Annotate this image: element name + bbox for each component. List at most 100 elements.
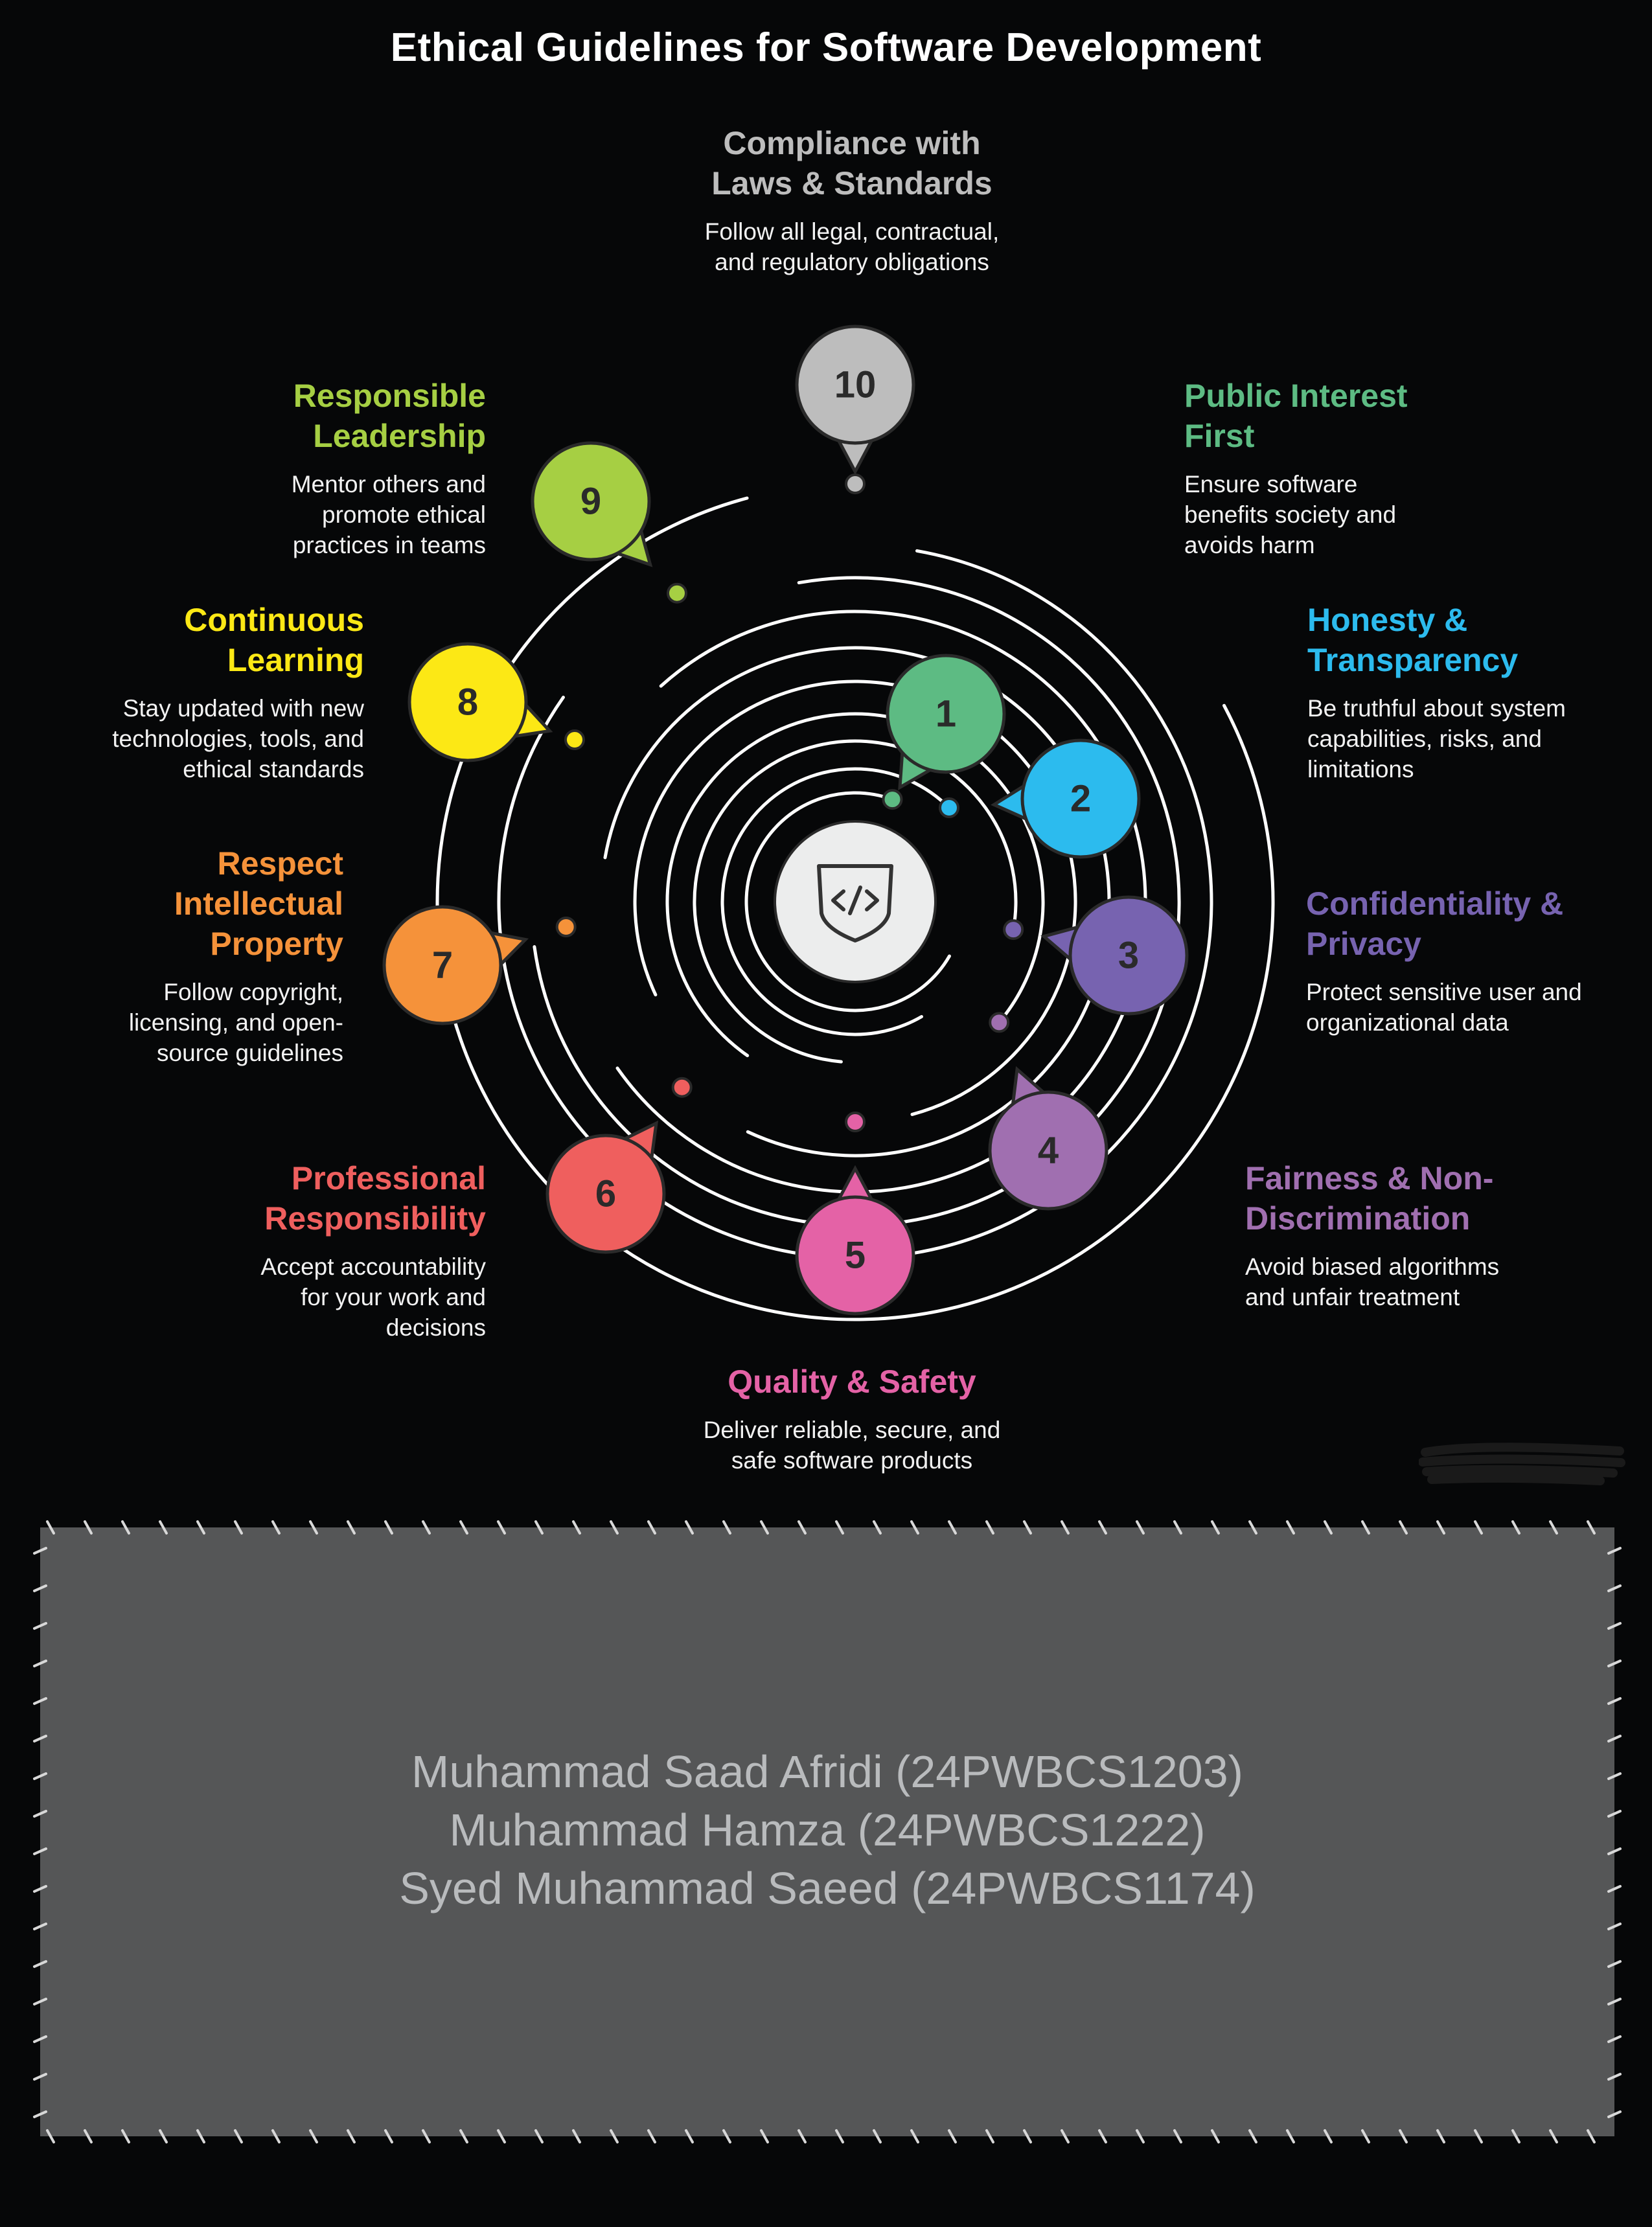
- border-stitch: [33, 1923, 47, 1930]
- border-stitch: [497, 1520, 506, 1535]
- guideline-9-heading: Responsible Leadership: [293, 378, 486, 454]
- orbit-ring: [693, 739, 1018, 1064]
- border-stitch: [84, 1520, 93, 1535]
- orbit-dot: [939, 797, 959, 818]
- border-stitch: [534, 2129, 544, 2143]
- border-stitch: [1098, 2129, 1107, 2143]
- guideline-number: 6: [595, 1173, 616, 1215]
- border-stitch: [46, 2129, 55, 2143]
- border-stitch: [572, 2129, 581, 2143]
- border-stitch: [121, 1520, 130, 1535]
- guideline-node-8: 8: [407, 642, 585, 762]
- guideline-7-label: Respect Intellectual Property Follow cop…: [97, 843, 343, 1068]
- border-stitch: [33, 1660, 47, 1667]
- border-stitch: [1023, 1520, 1032, 1535]
- border-stitch: [1607, 1960, 1622, 1968]
- border-stitch: [309, 2129, 318, 2143]
- border-stitch: [84, 2129, 93, 2143]
- team-members-list: Muhammad Saad Afridi (24PWBCS1203) Muham…: [40, 1742, 1614, 1917]
- border-stitch: [1248, 1520, 1257, 1535]
- border-stitch: [647, 2129, 656, 2143]
- border-stitch: [1399, 2129, 1408, 2143]
- border-stitch: [1324, 1520, 1333, 1535]
- orbit-ring: [744, 791, 951, 1012]
- orbit-dot: [667, 582, 687, 604]
- guideline-5-heading: Quality & Safety: [728, 1364, 976, 1400]
- border-stitch: [347, 1520, 356, 1535]
- border-stitch: [1399, 1520, 1408, 1535]
- guideline-3-label: Confidentiality & Privacy Protect sensit…: [1306, 884, 1611, 1038]
- guideline-number: 10: [834, 364, 877, 406]
- border-stitch: [610, 1520, 619, 1535]
- guideline-number: 2: [1070, 778, 1091, 820]
- border-stitch: [1136, 2129, 1145, 2143]
- border-stitch: [835, 2129, 844, 2143]
- border-stitch: [46, 1520, 55, 1535]
- border-stitch: [1361, 2129, 1370, 2143]
- guideline-node-4: 4: [988, 1012, 1108, 1211]
- guideline-5-description: Deliver reliable, secure, and safe softw…: [703, 1417, 1001, 1474]
- guideline-6-label: Professional Responsibility Accept accou…: [207, 1158, 486, 1343]
- border-stitch: [159, 1520, 168, 1535]
- bubble-fill: [549, 1137, 662, 1250]
- border-stitch: [910, 2129, 919, 2143]
- border-stitch: [1023, 2129, 1032, 2143]
- border-stitch: [1511, 1520, 1520, 1535]
- guideline-number: 5: [845, 1235, 866, 1277]
- border-stitch: [1607, 1923, 1622, 1930]
- border-stitch: [347, 2129, 356, 2143]
- page-title: Ethical Guidelines for Software Developm…: [390, 25, 1262, 70]
- guideline-2-heading: Honesty & Transparency: [1307, 602, 1519, 678]
- border-stitch: [384, 1520, 393, 1535]
- border-stitch: [1098, 1520, 1107, 1535]
- guideline-node-5: 5: [795, 1112, 915, 1316]
- border-stitch: [459, 2129, 468, 2143]
- border-stitch: [1474, 2129, 1483, 2143]
- guideline-node-1: 1: [882, 654, 1006, 810]
- border-stitch: [685, 1520, 694, 1535]
- guideline-number: 9: [580, 481, 601, 523]
- border-stitch: [33, 2035, 47, 2043]
- border-stitch: [1607, 1547, 1622, 1555]
- border-stitch: [196, 2129, 205, 2143]
- border-stitch: [33, 1697, 47, 1705]
- border-stitch: [33, 1885, 47, 1893]
- border-stitch: [948, 1520, 957, 1535]
- orbit-dot: [671, 1077, 693, 1098]
- guideline-6-heading: Professional Responsibility: [264, 1160, 486, 1237]
- bubble-fill: [889, 657, 1002, 770]
- bubble-fill: [1024, 742, 1137, 855]
- guideline-node-10: 10: [795, 325, 915, 494]
- border-stitch: [1511, 2129, 1520, 2143]
- border-stitch: [309, 1520, 318, 1535]
- border-stitch: [33, 1772, 47, 1780]
- bubble-fill: [534, 445, 647, 558]
- border-stitch: [1607, 2035, 1622, 2043]
- guideline-node-6: 6: [545, 1077, 693, 1254]
- orbit-dot: [882, 789, 903, 810]
- orbit-ring: [497, 549, 1213, 1260]
- stitched-border: [33, 1520, 1622, 2143]
- guideline-number: 8: [457, 681, 478, 724]
- border-stitch: [685, 2129, 694, 2143]
- member-name: Muhammad Hamza (24PWBCS1222): [449, 1805, 1206, 1855]
- guideline-4-description: Avoid biased algorithms and unfair treat…: [1245, 1253, 1500, 1310]
- border-stitch: [1607, 2073, 1622, 2081]
- border-stitch: [196, 1520, 205, 1535]
- border-stitch: [1607, 1660, 1622, 1667]
- redaction-scribble: [1419, 1443, 1625, 1485]
- border-stitch: [1061, 2129, 1070, 2143]
- border-stitch: [1211, 2129, 1220, 2143]
- bubble-fill: [992, 1094, 1105, 1207]
- border-stitch: [33, 1847, 47, 1855]
- guideline-4-label: Fairness & Non-Discrimination Avoid bias…: [1245, 1158, 1530, 1312]
- border-stitch: [1474, 1520, 1483, 1535]
- guideline-8-heading: Continuous Learning: [184, 602, 364, 678]
- border-stitch: [234, 2129, 243, 2143]
- border-stitch: [33, 1735, 47, 1742]
- border-stitch: [985, 1520, 994, 1535]
- border-stitch: [1607, 1697, 1622, 1705]
- border-stitch: [835, 1520, 844, 1535]
- border-stitch: [1607, 1885, 1622, 1893]
- orbit-dot: [564, 729, 585, 750]
